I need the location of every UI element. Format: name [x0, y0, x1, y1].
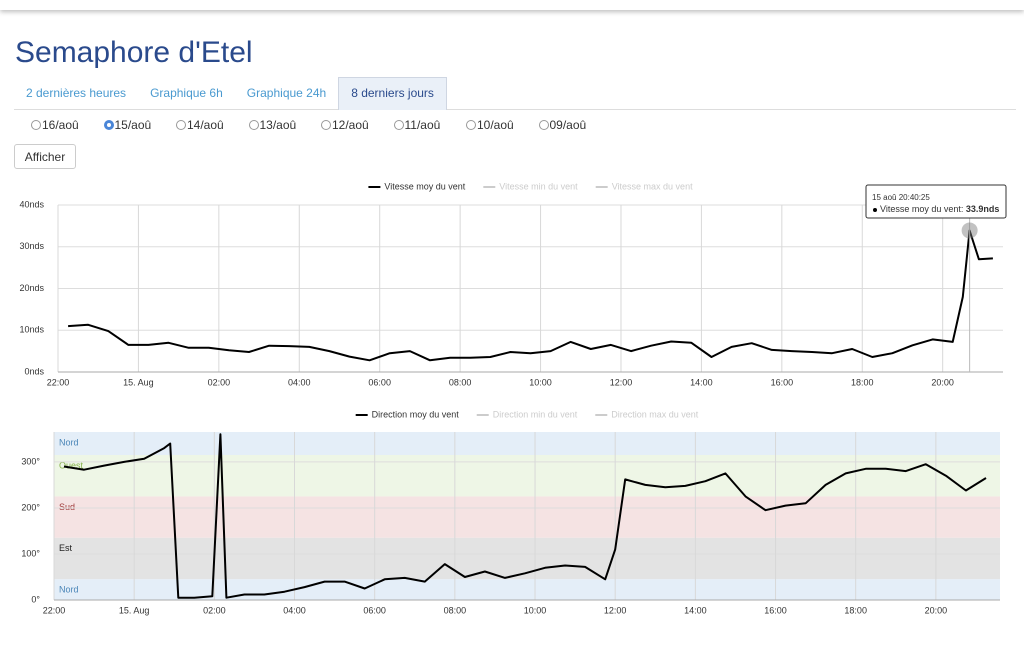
line-series — [63, 433, 987, 599]
tooltip: 15 aoû 20:40:25 Vitesse moy du vent: 33.9… — [865, 184, 1007, 219]
legend: Direction moy du vent Direction min du ve… — [355, 409, 699, 419]
radio[interactable] — [103, 120, 114, 130]
date-label: 09/aoû — [549, 118, 587, 132]
date-option[interactable]: 11/aoû — [393, 118, 467, 132]
x-tick-label: 16:00 — [764, 605, 787, 615]
x-tick-label: 20:00 — [931, 377, 954, 387]
plot-band — [54, 455, 1000, 497]
date-option[interactable]: 15/aoû — [103, 118, 177, 132]
tooltip-box — [865, 184, 1007, 219]
y-tick-label: 0nds — [24, 366, 44, 376]
x-tick-label: 04:00 — [283, 605, 306, 615]
tab-bar: 2 dernières heures Graphique 6h Graphique … — [14, 77, 1016, 110]
x-tick-label: 02:00 — [203, 605, 226, 615]
date-option[interactable]: 10/aoû — [466, 118, 539, 132]
legend-label: Direction max du vent — [611, 409, 699, 419]
tab[interactable]: 8 derniers jours — [338, 77, 447, 110]
x-tick-label: 18:00 — [851, 377, 874, 387]
tooltip-label: Vitesse moy du vent: — [880, 204, 963, 214]
tooltip-bullet — [873, 208, 877, 212]
band-label: Ouest — [59, 460, 84, 470]
legend-label: Vitesse min du vent — [499, 181, 578, 191]
date-label: 13/aoû — [259, 118, 297, 132]
x-tick-label: 10:00 — [524, 605, 547, 615]
top-bar — [0, 0, 1024, 10]
x-tick-label: 06:00 — [368, 377, 391, 387]
plot-band — [54, 432, 1000, 456]
date-radios: 16/aoû 15/aoû 14/aoû 13/aoû 12/aoû 11/aoû 10/a… — [31, 118, 611, 132]
band-label: Est — [59, 543, 73, 553]
x-tick-label: 18:00 — [844, 605, 867, 615]
band-label: Nord — [59, 585, 79, 595]
x-tick-label: 08:00 — [449, 377, 472, 387]
tooltip-value: 33.9nds — [966, 204, 1000, 214]
radio[interactable] — [466, 120, 476, 130]
radio[interactable] — [31, 120, 41, 130]
x-tick-label: 02:00 — [208, 377, 231, 387]
x-tick-label: 22:00 — [43, 605, 66, 615]
x-tick-label: 22:00 — [47, 377, 70, 387]
band-label: Nord — [59, 437, 79, 447]
date-label: 14/aoû — [187, 118, 224, 132]
legend-label: Direction min du vent — [493, 409, 578, 419]
legend-label: Vitesse moy du vent — [384, 181, 465, 191]
radio[interactable] — [321, 120, 331, 130]
band-label: Sud — [59, 502, 75, 512]
x-tick-label: 14:00 — [690, 377, 713, 387]
date-option[interactable]: 13/aoû — [248, 118, 322, 132]
date-option[interactable]: 12/aoû — [321, 118, 394, 132]
y-tick-label: 40nds — [19, 199, 44, 209]
date-option[interactable]: 14/aoû — [176, 118, 249, 132]
legend-label: Direction moy du vent — [372, 409, 460, 419]
tooltip-header: 15 aoû 20:40:25 — [872, 193, 930, 202]
x-tick-label: 08:00 — [444, 605, 467, 615]
x-tick-label: 15. Aug — [119, 605, 150, 615]
y-tick-label: 0° — [31, 594, 40, 604]
date-label: 11/aoû — [404, 118, 441, 132]
y-tick-label: 200° — [21, 502, 40, 512]
date-option[interactable]: 09/aoû — [538, 118, 612, 132]
tab[interactable]: Graphique 24h — [246, 86, 327, 100]
x-tick-label: 12:00 — [610, 377, 633, 387]
tab[interactable]: 2 dernières heures — [26, 86, 127, 100]
date-label: 16/aoû — [42, 118, 79, 132]
y-tick-label: 100° — [21, 548, 40, 558]
tab[interactable]: Graphique 6h — [150, 86, 223, 100]
y-tick-label: 30nds — [19, 241, 44, 251]
legend-label: Vitesse max du vent — [612, 181, 693, 191]
x-tick-label: 06:00 — [363, 605, 386, 615]
x-tick-label: 10:00 — [529, 377, 552, 387]
x-tick-label: 04:00 — [288, 377, 311, 387]
radio[interactable] — [176, 120, 186, 130]
plot-band — [54, 496, 1000, 538]
show-button[interactable]: Afficher — [14, 144, 76, 169]
x-tick-label: 12:00 — [604, 605, 627, 615]
x-tick-label: 14:00 — [684, 605, 707, 615]
date-label: 12/aoû — [332, 118, 369, 132]
y-tick-label: 10nds — [19, 325, 44, 335]
tooltip-line: Vitesse moy du vent: 33.9nds — [880, 204, 999, 214]
date-label: 15/aoû — [114, 118, 152, 132]
line-series — [68, 229, 993, 362]
page-title: Semaphore d'Etel — [15, 36, 253, 69]
x-tick-label: 16:00 — [771, 377, 794, 387]
date-option[interactable]: 16/aoû — [31, 118, 104, 132]
radio[interactable] — [248, 120, 259, 130]
y-tick-label: 300° — [21, 456, 40, 466]
radio[interactable] — [393, 120, 404, 130]
x-tick-label: 20:00 — [925, 605, 948, 615]
hover-marker — [961, 222, 978, 239]
x-tick-label: 15. Aug — [123, 377, 154, 387]
y-tick-label: 20nds — [19, 283, 44, 293]
date-label: 10/aoû — [477, 118, 514, 132]
legend: Vitesse moy du vent Vitesse min du vent Vi… — [368, 181, 693, 191]
plot-band — [54, 579, 1000, 600]
radio[interactable] — [538, 120, 549, 130]
